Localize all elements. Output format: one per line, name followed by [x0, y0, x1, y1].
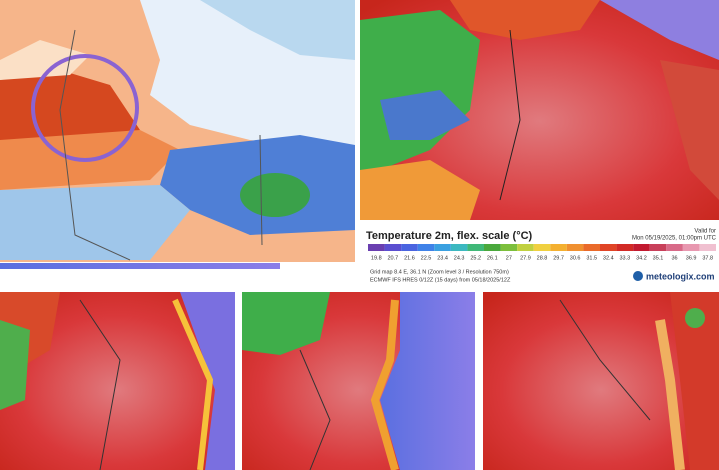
scale-swatch — [682, 244, 700, 251]
scale-swatch — [401, 244, 418, 251]
scale-swatch — [467, 244, 484, 251]
color-scale: 19.8 20.7 21.6 22.5 23.4 24.3 25.2 26.1 27 27.9 28… — [368, 244, 716, 261]
scale-label: 35.1 — [653, 255, 664, 261]
scale-swatch — [649, 244, 667, 251]
scale-swatch — [583, 244, 600, 251]
scale-label: 33.3 — [619, 255, 630, 261]
brand-logo — [633, 271, 643, 281]
scale-label: 19.8 — [371, 255, 382, 261]
scale-swatch — [533, 244, 551, 251]
scale-swatch — [484, 244, 501, 251]
scale-swatch — [450, 244, 468, 251]
scale-label: 30.6 — [570, 255, 581, 261]
brand: meteologix.com — [646, 271, 715, 281]
scale-swatch — [633, 244, 650, 251]
scale-label: 27 — [506, 255, 512, 261]
scale-label: 28.8 — [537, 255, 548, 261]
legend-bg — [360, 220, 719, 285]
scale-label: 36.9 — [686, 255, 697, 261]
scale-label: 22.5 — [421, 255, 432, 261]
detail-map-2 — [242, 292, 475, 470]
scale-swatch — [699, 244, 716, 251]
grid-info: Grid map 8.4 E, 36.1 N (Zoom level 3 / R… — [370, 269, 509, 275]
detail-map-1 — [0, 292, 235, 470]
scale-label: 32.4 — [603, 255, 614, 261]
scale-swatch — [368, 244, 385, 251]
legend: Temperature 2m, flex. scale (°C) Valid f… — [360, 220, 719, 285]
scale-swatch — [666, 244, 683, 251]
scale-label: 36 — [672, 255, 678, 261]
scale-swatch — [616, 244, 634, 251]
zoom-map — [360, 0, 719, 220]
scale-swatch — [417, 244, 435, 251]
scale-label: 27.9 — [520, 255, 531, 261]
legend-title: Temperature 2m, flex. scale (°C) — [366, 230, 533, 242]
scale-label: 25.2 — [470, 255, 481, 261]
scale-swatch — [566, 244, 584, 251]
scale-swatch — [384, 244, 402, 251]
scale-label: 21.6 — [404, 255, 415, 261]
scale-label: 23.4 — [437, 255, 448, 261]
scale-swatch — [550, 244, 567, 251]
scale-label: 31.5 — [586, 255, 597, 261]
scale-swatch — [500, 244, 518, 251]
scale-swatch — [517, 244, 534, 251]
scale-swatch — [600, 244, 617, 251]
scale-label: 37.8 — [702, 255, 713, 261]
detail-map-3 — [483, 292, 719, 470]
valid-time: Mon 05/19/2025, 01:00pm UTC — [632, 236, 717, 242]
scale-label: 26.1 — [487, 255, 498, 261]
valid-label: Valid for — [694, 229, 716, 235]
scale-label: 34.2 — [636, 255, 647, 261]
model-info: ECMWF IFS HRES 0/12Z (15 days) from 05/1… — [370, 277, 511, 283]
scale-label: 20.7 — [387, 255, 398, 261]
scale-label: 29.7 — [553, 255, 564, 261]
scale-label: 24.3 — [454, 255, 465, 261]
scale-swatch — [434, 244, 451, 251]
overview-map — [0, 0, 355, 285]
